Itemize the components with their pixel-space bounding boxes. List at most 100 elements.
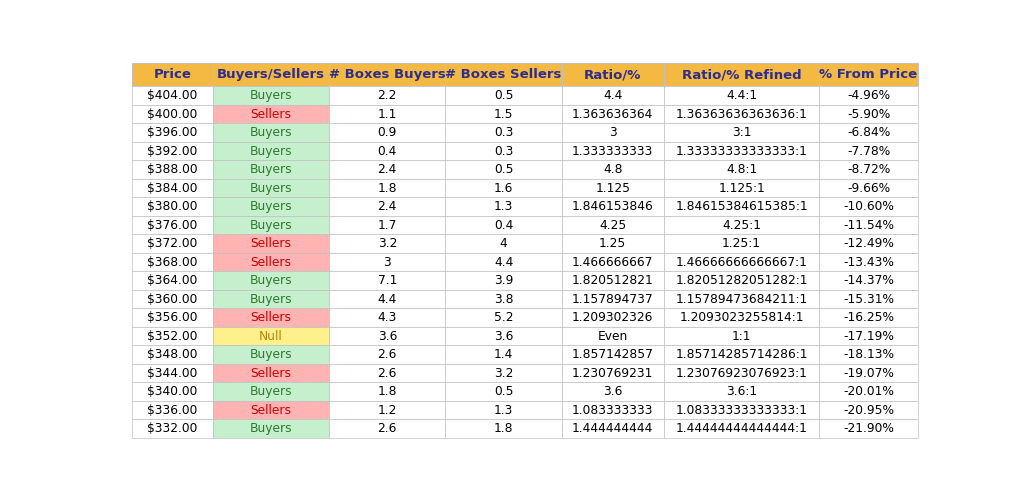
Text: -12.49%: -12.49% <box>843 237 894 250</box>
Bar <box>445 271 562 290</box>
Text: Sellers: Sellers <box>251 108 292 121</box>
Text: 4.25: 4.25 <box>599 218 627 232</box>
Bar <box>132 327 213 345</box>
Text: $348.00: $348.00 <box>147 348 198 361</box>
Text: $380.00: $380.00 <box>147 200 198 213</box>
Bar <box>664 179 819 197</box>
Bar <box>329 179 445 197</box>
Text: Buyers: Buyers <box>250 422 292 435</box>
Bar <box>664 382 819 401</box>
Text: 2.4: 2.4 <box>378 163 397 176</box>
Bar <box>445 160 562 179</box>
Text: Sellers: Sellers <box>251 311 292 324</box>
Bar <box>329 216 445 234</box>
Bar <box>132 86 213 105</box>
Bar <box>664 197 819 216</box>
Text: 1.1: 1.1 <box>378 108 397 121</box>
Text: 1.6: 1.6 <box>494 182 513 195</box>
Bar <box>132 308 213 327</box>
Bar <box>819 63 918 86</box>
Bar <box>664 124 819 142</box>
Bar <box>132 253 213 271</box>
Bar <box>664 253 819 271</box>
Bar <box>819 382 918 401</box>
Text: 0.3: 0.3 <box>494 126 513 139</box>
Bar <box>562 179 664 197</box>
Text: 1.8: 1.8 <box>378 182 397 195</box>
Bar <box>132 124 213 142</box>
Text: -6.84%: -6.84% <box>847 126 890 139</box>
Bar <box>562 234 664 253</box>
Bar <box>664 63 819 86</box>
Text: 2.6: 2.6 <box>378 367 397 379</box>
Bar <box>132 401 213 419</box>
Text: 1.8: 1.8 <box>494 422 513 435</box>
Text: 3.2: 3.2 <box>378 237 397 250</box>
Bar <box>562 308 664 327</box>
Bar <box>329 234 445 253</box>
Text: Price: Price <box>154 68 191 81</box>
Text: $356.00: $356.00 <box>147 311 198 324</box>
Text: 1.15789473684211:1: 1.15789473684211:1 <box>676 292 808 305</box>
Bar <box>819 234 918 253</box>
Bar <box>445 253 562 271</box>
Text: 0.3: 0.3 <box>494 145 513 158</box>
Text: Buyers: Buyers <box>250 274 292 287</box>
Bar <box>213 234 329 253</box>
Bar <box>213 271 329 290</box>
Text: $368.00: $368.00 <box>147 255 198 269</box>
Bar <box>213 290 329 308</box>
Text: 1.3: 1.3 <box>494 404 513 416</box>
Text: 3.6: 3.6 <box>494 329 513 342</box>
Bar <box>132 63 213 86</box>
Text: -8.72%: -8.72% <box>847 163 890 176</box>
Text: 1.2093023255814:1: 1.2093023255814:1 <box>679 311 804 324</box>
Text: 1.8: 1.8 <box>378 385 397 398</box>
Text: -19.07%: -19.07% <box>843 367 894 379</box>
Bar <box>664 216 819 234</box>
Text: 4.4: 4.4 <box>603 89 623 102</box>
Text: 2.6: 2.6 <box>378 348 397 361</box>
Text: $360.00: $360.00 <box>147 292 198 305</box>
Text: 4.25:1: 4.25:1 <box>722 218 761 232</box>
Bar <box>664 401 819 419</box>
Text: 3.2: 3.2 <box>494 367 513 379</box>
Bar <box>819 364 918 382</box>
Bar <box>213 86 329 105</box>
Text: 1.125: 1.125 <box>595 182 631 195</box>
Text: Buyers: Buyers <box>250 182 292 195</box>
Bar <box>329 419 445 438</box>
Text: 3: 3 <box>383 255 391 269</box>
Text: $384.00: $384.00 <box>147 182 198 195</box>
Text: Buyers: Buyers <box>250 200 292 213</box>
Text: Buyers: Buyers <box>250 89 292 102</box>
Bar <box>213 105 329 124</box>
Text: 1.444444444: 1.444444444 <box>572 422 653 435</box>
Text: 1.466666667: 1.466666667 <box>572 255 653 269</box>
Text: $372.00: $372.00 <box>147 237 198 250</box>
Text: $396.00: $396.00 <box>147 126 198 139</box>
Bar <box>213 63 329 86</box>
Bar <box>329 160 445 179</box>
Bar <box>664 105 819 124</box>
Bar <box>562 419 664 438</box>
Text: 3.9: 3.9 <box>494 274 513 287</box>
Text: $344.00: $344.00 <box>147 367 198 379</box>
Bar <box>445 234 562 253</box>
Bar <box>445 216 562 234</box>
Text: -10.60%: -10.60% <box>843 200 894 213</box>
Bar <box>329 364 445 382</box>
Text: 1.333333333: 1.333333333 <box>572 145 653 158</box>
Bar <box>329 124 445 142</box>
Text: 3:1: 3:1 <box>732 126 752 139</box>
Text: 1.7: 1.7 <box>378 218 397 232</box>
Text: -13.43%: -13.43% <box>843 255 894 269</box>
Bar <box>445 142 562 160</box>
Bar <box>562 63 664 86</box>
Bar <box>329 142 445 160</box>
Text: 1.363636364: 1.363636364 <box>572 108 653 121</box>
Text: $400.00: $400.00 <box>147 108 198 121</box>
Text: 2.2: 2.2 <box>378 89 397 102</box>
Text: 1.157894737: 1.157894737 <box>572 292 653 305</box>
Bar <box>445 382 562 401</box>
